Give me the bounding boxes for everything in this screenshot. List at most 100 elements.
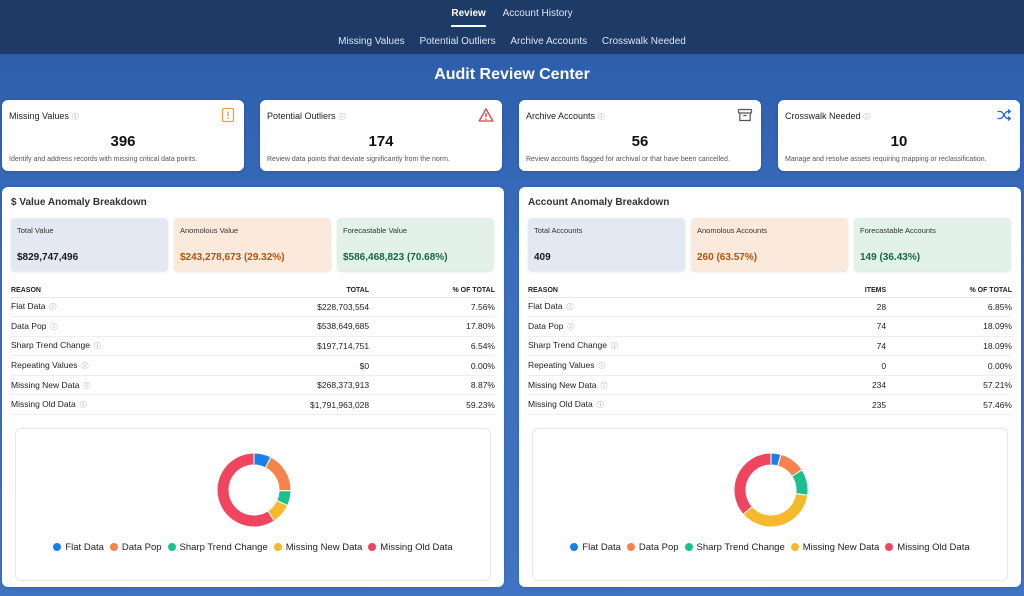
info-icon[interactable]: ⓘ bbox=[596, 402, 604, 410]
table-row: Sharp Trend Change ⓘ $197,714,751 6.54% bbox=[11, 336, 495, 357]
table-header-row: REASON ITEMS % OF TOTAL bbox=[528, 284, 1012, 298]
secondary-nav: Missing Values Potential Outliers Archiv… bbox=[0, 36, 1024, 47]
legend-item[interactable]: Data Pop bbox=[109, 542, 162, 553]
row-reason: Missing New Data bbox=[11, 379, 80, 390]
chart-container: Flat Data Data Pop Sharp Trend Change Missi… bbox=[15, 428, 491, 581]
column-header-pct: % OF TOTAL bbox=[369, 284, 495, 298]
summary-label: Anomolous Value bbox=[180, 226, 239, 235]
info-icon[interactable]: ⓘ bbox=[93, 343, 101, 351]
table-row: Repeating Values ⓘ $0 0.00% bbox=[11, 355, 495, 376]
legend-swatch bbox=[53, 543, 62, 551]
stat-card-value: 396 bbox=[110, 133, 136, 150]
page-title: Audit Review Center bbox=[434, 66, 590, 83]
info-icon[interactable]: ⓘ bbox=[71, 114, 79, 121]
info-icon[interactable]: ⓘ bbox=[600, 382, 608, 390]
row-reason: Repeating Values bbox=[11, 360, 78, 371]
legend-label: Sharp Trend Change bbox=[179, 542, 268, 553]
stat-card-archive-accounts[interactable]: Archive Accounts ⓘ 56 Review accounts fla… bbox=[519, 100, 761, 171]
row-total: 234 bbox=[760, 375, 887, 396]
donut-slice[interactable] bbox=[264, 456, 292, 492]
stat-card-potential-outliers[interactable]: Potential Outliers ⓘ 174 Review data poin… bbox=[260, 100, 502, 171]
summary-value: 149 (36.43%) bbox=[860, 252, 921, 263]
legend-item[interactable]: Missing New Data bbox=[790, 542, 880, 553]
row-reason: Missing Old Data bbox=[528, 399, 593, 410]
stat-card-missing-values[interactable]: Missing Values ⓘ 396 Identify and address… bbox=[2, 100, 244, 171]
legend-label: Flat Data bbox=[582, 542, 621, 553]
row-reason: Data Pop bbox=[528, 320, 564, 331]
row-percent: 7.56% bbox=[369, 297, 495, 318]
donut-slice[interactable] bbox=[742, 493, 809, 528]
row-total: $1,791,963,028 bbox=[243, 394, 370, 416]
archive-box-icon bbox=[737, 108, 753, 122]
donut-slice[interactable] bbox=[733, 452, 772, 516]
legend-item[interactable]: Missing Old Data bbox=[368, 542, 453, 553]
legend-swatch bbox=[109, 543, 118, 551]
summary-anomalous-value: Anomolous Value $243,278,673 (29.32%) bbox=[174, 218, 331, 271]
legend-label: Data Pop bbox=[638, 542, 679, 553]
legend-swatch bbox=[368, 543, 377, 551]
shuffle-icon bbox=[997, 109, 1012, 121]
info-icon[interactable]: ⓘ bbox=[50, 323, 58, 331]
legend-label: Missing Old Data bbox=[897, 542, 970, 553]
nav-link-potential-outliers[interactable]: Potential Outliers bbox=[419, 36, 496, 47]
alert-file-icon bbox=[221, 107, 235, 123]
legend-item[interactable]: Data Pop bbox=[626, 542, 679, 553]
nav-link-missing-values[interactable]: Missing Values bbox=[338, 36, 405, 47]
nav-tab-account-history[interactable]: Account History bbox=[502, 8, 573, 19]
donut-chart bbox=[733, 452, 809, 528]
nav-link-archive-accounts[interactable]: Archive Accounts bbox=[510, 36, 588, 47]
info-icon[interactable]: ⓘ bbox=[598, 114, 606, 121]
info-icon[interactable]: ⓘ bbox=[338, 114, 346, 121]
row-percent: 59.23% bbox=[369, 394, 495, 416]
primary-nav: Review Account History bbox=[0, 8, 1024, 27]
legend-swatch bbox=[885, 543, 894, 551]
summary-label: Forecastable Value bbox=[343, 226, 408, 235]
column-header-reason: REASON bbox=[11, 284, 244, 298]
donut-slice[interactable] bbox=[216, 452, 275, 528]
row-percent: 18.09% bbox=[886, 336, 1012, 357]
summary-label: Forecastable Accounts bbox=[860, 226, 936, 235]
info-icon[interactable]: ⓘ bbox=[49, 304, 57, 312]
reason-table: REASON TOTAL % OF TOTAL Flat Data ⓘ $228,7… bbox=[11, 284, 495, 416]
legend-swatch bbox=[626, 543, 635, 551]
legend-swatch bbox=[790, 543, 799, 551]
info-icon[interactable]: ⓘ bbox=[83, 382, 91, 390]
legend-item[interactable]: Sharp Trend Change bbox=[684, 542, 785, 553]
table-row: Missing New Data ⓘ 234 57.21% bbox=[528, 375, 1012, 396]
legend-label: Missing New Data bbox=[802, 542, 880, 553]
info-icon[interactable]: ⓘ bbox=[610, 343, 618, 351]
info-icon[interactable]: ⓘ bbox=[566, 304, 574, 312]
legend-item[interactable]: Flat Data bbox=[53, 542, 104, 553]
info-icon[interactable]: ⓘ bbox=[863, 114, 871, 121]
nav-link-crosswalk-needed[interactable]: Crosswalk Needed bbox=[601, 36, 686, 47]
stat-card-label: Crosswalk Needed bbox=[785, 111, 861, 121]
legend-item[interactable]: Missing Old Data bbox=[885, 542, 970, 553]
row-percent: 57.46% bbox=[886, 394, 1012, 416]
table-header-row: REASON TOTAL % OF TOTAL bbox=[11, 284, 495, 298]
row-percent: 0.00% bbox=[369, 355, 495, 376]
info-icon[interactable]: ⓘ bbox=[79, 402, 87, 410]
stat-card-label: Archive Accounts bbox=[526, 111, 596, 121]
legend-item[interactable]: Flat Data bbox=[570, 542, 621, 553]
info-icon[interactable]: ⓘ bbox=[598, 363, 606, 371]
legend-swatch bbox=[273, 543, 282, 551]
nav-tab-review[interactable]: Review bbox=[451, 8, 486, 27]
table-row: Flat Data ⓘ 28 6.85% bbox=[528, 297, 1012, 318]
row-reason: Sharp Trend Change bbox=[528, 340, 607, 351]
info-icon[interactable]: ⓘ bbox=[567, 323, 575, 331]
panel-title: $ Value Anomaly Breakdown bbox=[11, 197, 147, 208]
legend-item[interactable]: Missing New Data bbox=[273, 542, 362, 553]
stat-card-crosswalk-needed[interactable]: Crosswalk Needed ⓘ 10 Manage and resolve … bbox=[778, 100, 1020, 171]
legend-item[interactable]: Sharp Trend Change bbox=[167, 542, 268, 553]
donut-chart bbox=[216, 452, 292, 528]
summary-label: Total Accounts bbox=[534, 226, 583, 235]
summary-value: $243,278,673 (29.32%) bbox=[180, 252, 285, 263]
legend-swatch bbox=[570, 543, 579, 551]
summary-forecastable-value: Forecastable Value $586,468,823 (70.68%) bbox=[337, 218, 494, 271]
row-reason: Missing Old Data bbox=[11, 399, 76, 410]
chart-legend: Flat Data Data Pop Sharp Trend Change Missi… bbox=[533, 542, 1007, 553]
table-row: Missing New Data ⓘ $268,373,913 8.87% bbox=[11, 375, 495, 396]
column-header-reason: REASON bbox=[528, 284, 761, 298]
column-header-total: TOTAL bbox=[243, 284, 370, 298]
info-icon[interactable]: ⓘ bbox=[81, 363, 89, 371]
